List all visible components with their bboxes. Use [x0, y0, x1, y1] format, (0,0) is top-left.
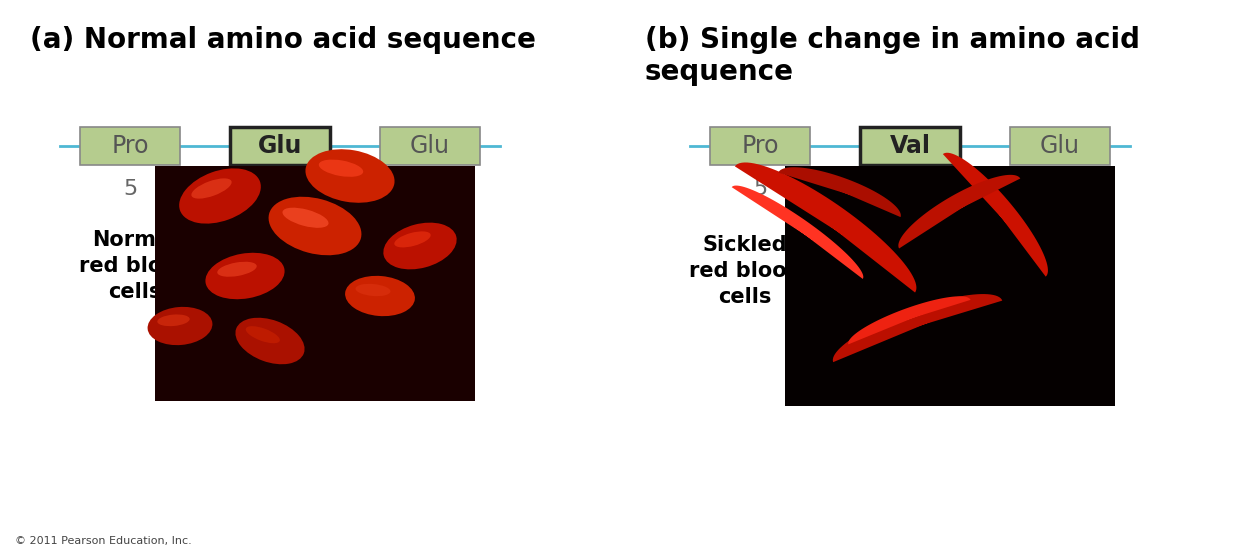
Text: Glu: Glu [1040, 134, 1080, 158]
Text: 6: 6 [903, 179, 918, 199]
Text: 5: 5 [753, 179, 768, 199]
Text: 7: 7 [423, 179, 436, 199]
Ellipse shape [283, 208, 329, 228]
Text: (b) Single change in amino acid
sequence: (b) Single change in amino acid sequence [645, 26, 1140, 86]
FancyBboxPatch shape [861, 127, 960, 165]
Ellipse shape [383, 222, 456, 269]
Ellipse shape [356, 284, 391, 296]
Ellipse shape [305, 149, 394, 203]
Ellipse shape [148, 307, 212, 345]
Text: © 2011 Pearson Education, Inc.: © 2011 Pearson Education, Inc. [15, 536, 192, 546]
Bar [155, 166, 475, 401]
PathPatch shape [735, 162, 916, 292]
Ellipse shape [206, 253, 285, 299]
PathPatch shape [898, 175, 1021, 249]
Ellipse shape [236, 317, 305, 364]
Ellipse shape [269, 197, 361, 255]
Text: Glu: Glu [410, 134, 450, 158]
Ellipse shape [319, 160, 363, 177]
PathPatch shape [833, 294, 1002, 362]
Text: Normal
red blood
cells: Normal red blood cells [79, 230, 191, 302]
Text: Sickled
red blood
cells: Sickled red blood cells [688, 235, 801, 307]
FancyBboxPatch shape [379, 127, 480, 165]
Text: Pro: Pro [112, 134, 149, 158]
Text: (a) Normal amino acid sequence: (a) Normal amino acid sequence [30, 26, 536, 54]
PathPatch shape [942, 153, 1048, 277]
Ellipse shape [394, 231, 430, 247]
Ellipse shape [246, 326, 280, 343]
Text: 7: 7 [1053, 179, 1068, 199]
FancyBboxPatch shape [229, 127, 330, 165]
FancyBboxPatch shape [81, 127, 180, 165]
Ellipse shape [217, 262, 257, 277]
PathPatch shape [848, 296, 971, 344]
Text: Pro: Pro [742, 134, 779, 158]
Ellipse shape [157, 315, 190, 326]
FancyBboxPatch shape [1011, 127, 1110, 165]
Ellipse shape [191, 178, 232, 198]
Ellipse shape [345, 276, 415, 316]
Text: 5: 5 [123, 179, 138, 199]
Ellipse shape [179, 168, 260, 224]
PathPatch shape [732, 186, 863, 279]
Text: Glu: Glu [258, 134, 303, 158]
Text: 6: 6 [273, 179, 288, 199]
PathPatch shape [779, 167, 900, 217]
FancyBboxPatch shape [711, 127, 810, 165]
Bar [785, 166, 1115, 406]
Text: Val: Val [889, 134, 930, 158]
